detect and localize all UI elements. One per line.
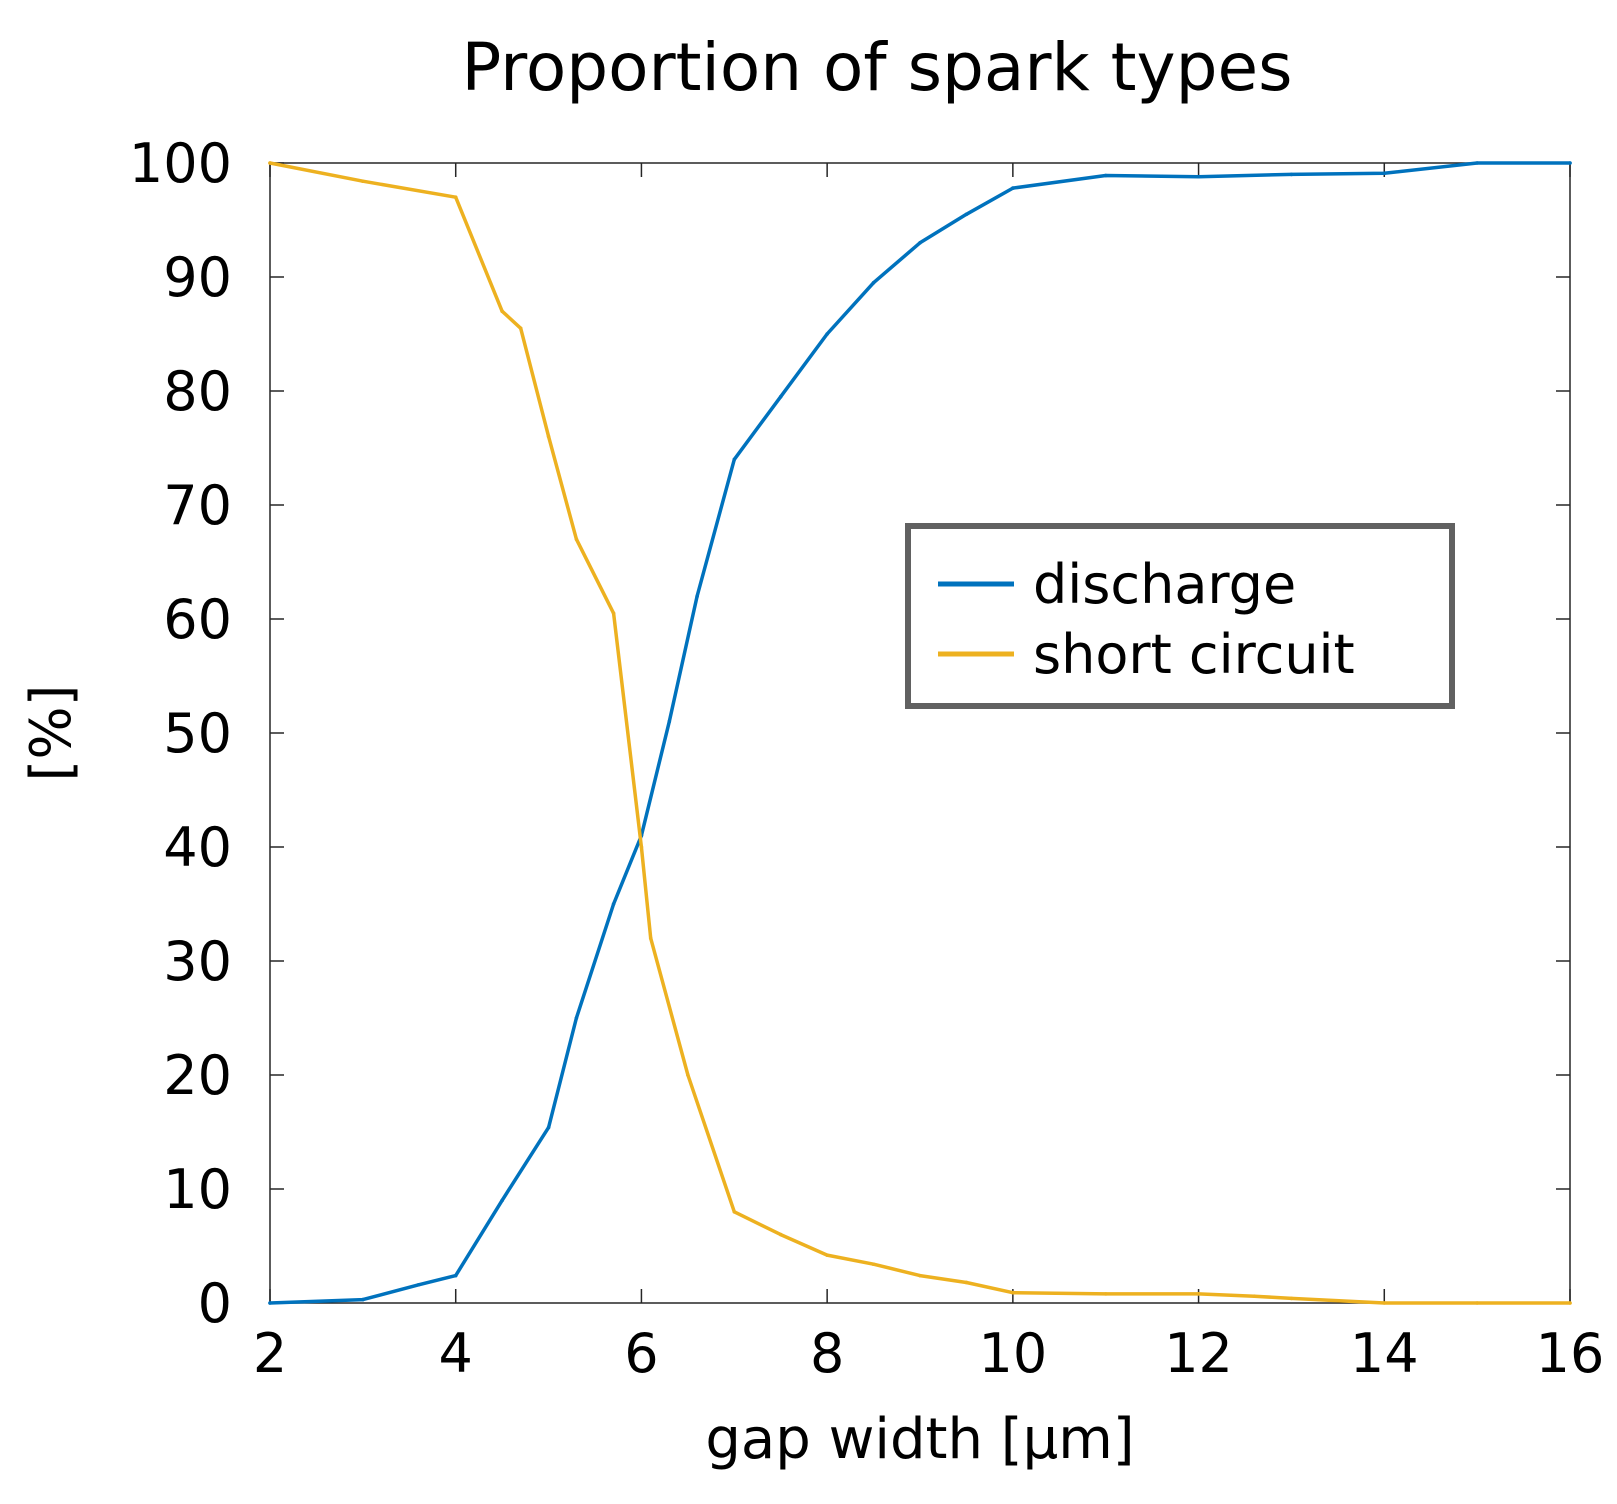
x-tick-label: 2	[253, 1322, 287, 1385]
data-point-discharge	[1475, 161, 1479, 165]
x-tick-label: 10	[978, 1322, 1047, 1385]
data-point-discharge	[361, 1297, 365, 1302]
data-point-short-circuit	[1011, 1290, 1015, 1295]
x-axis-label: gap width [μm]	[705, 1407, 1134, 1472]
data-point-short-circuit	[268, 161, 272, 165]
y-tick-label: 40	[163, 816, 232, 879]
y-tick-label: 20	[163, 1044, 232, 1107]
data-point-discharge	[611, 902, 616, 906]
data-point-discharge	[546, 1125, 551, 1130]
data-point-short-circuit	[778, 1232, 783, 1237]
data-point-short-circuit	[1196, 1292, 1201, 1296]
series-lines	[268, 161, 1572, 1305]
data-point-discharge	[1568, 161, 1572, 165]
data-point-short-circuit	[1568, 1301, 1572, 1305]
data-point-discharge	[732, 457, 737, 462]
x-axis: 2 4 6 8 10 12 14 16	[253, 163, 1605, 1385]
data-point-short-circuit	[518, 326, 523, 331]
data-point-short-circuit	[871, 1262, 876, 1267]
y-tick-label: 50	[163, 702, 232, 765]
plot-area	[269, 162, 1571, 1304]
data-point-discharge	[695, 594, 699, 598]
legend-box	[905, 523, 1455, 709]
data-point-short-circuit	[500, 309, 504, 314]
series-line-discharge	[268, 161, 1572, 1305]
y-axis: 0 10 20 30 40 50 60 70 80 90 100	[129, 132, 1570, 1335]
x-tick-label: 6	[624, 1322, 658, 1385]
y-axis-label: [%]	[19, 685, 84, 782]
data-point-discharge	[453, 1273, 458, 1278]
data-point-discharge	[268, 1301, 272, 1305]
data-point-discharge	[778, 394, 783, 399]
data-point-short-circuit	[686, 1073, 690, 1077]
y-tick-label: 30	[163, 930, 232, 993]
data-point-short-circuit	[546, 434, 551, 439]
y-tick-label: 0	[198, 1272, 232, 1335]
data-point-discharge	[871, 280, 876, 285]
data-point-discharge	[500, 1198, 504, 1203]
plot-frame	[269, 162, 1571, 1304]
data-point-discharge	[1103, 173, 1108, 178]
data-point-discharge	[825, 332, 829, 336]
y-tick-label: 80	[163, 360, 232, 423]
data-point-discharge	[1289, 172, 1294, 177]
data-point-discharge	[416, 1282, 421, 1287]
data-point-short-circuit	[1103, 1292, 1108, 1296]
y-tick-label: 100	[129, 132, 232, 195]
data-point-short-circuit	[964, 1280, 969, 1285]
data-point-discharge	[574, 1016, 579, 1020]
data-point-discharge	[1382, 171, 1387, 176]
data-point-discharge	[964, 212, 969, 217]
data-point-short-circuit	[1252, 1294, 1257, 1298]
data-point-short-circuit	[611, 611, 616, 616]
data-point-short-circuit	[648, 936, 653, 940]
data-point-short-circuit	[1382, 1301, 1387, 1305]
data-point-short-circuit	[918, 1273, 922, 1278]
x-tick-label: 12	[1164, 1322, 1233, 1385]
data-point-short-circuit	[453, 195, 458, 199]
data-point-short-circuit	[1289, 1296, 1294, 1301]
data-point-short-circuit	[1475, 1301, 1479, 1305]
data-point-discharge	[918, 241, 922, 245]
legend: discharge short circuit	[905, 523, 1455, 709]
data-point-short-circuit	[361, 179, 365, 184]
data-point-discharge	[1011, 186, 1015, 190]
y-tick-label: 10	[163, 1158, 232, 1221]
data-point-short-circuit	[732, 1210, 737, 1214]
data-point-short-circuit	[574, 537, 579, 541]
chart-title: Proportion of spark types	[462, 29, 1293, 106]
y-tick-label: 60	[163, 588, 232, 651]
x-tick-label: 16	[1536, 1322, 1605, 1385]
data-point-short-circuit	[639, 845, 644, 849]
data-point-discharge	[667, 719, 672, 724]
legend-label-discharge: discharge	[1033, 553, 1296, 616]
y-tick-label: 90	[163, 246, 232, 309]
series-line-short-circuit	[268, 161, 1572, 1305]
x-tick-label: 4	[439, 1322, 473, 1385]
y-tick-label: 70	[163, 474, 232, 537]
data-point-short-circuit	[825, 1253, 829, 1257]
data-point-discharge	[1196, 174, 1201, 179]
x-tick-label: 14	[1350, 1322, 1419, 1385]
x-tick-label: 8	[810, 1322, 844, 1385]
legend-label-short-circuit: short circuit	[1033, 623, 1355, 686]
